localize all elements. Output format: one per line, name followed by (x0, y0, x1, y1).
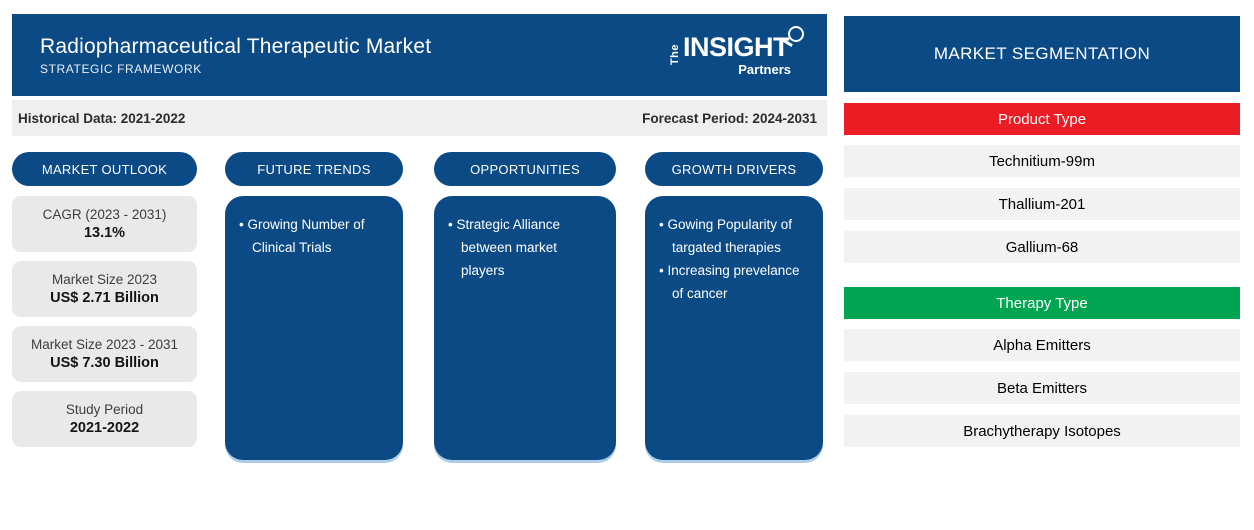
stat-box: Study Period 2021-2022 (12, 391, 197, 447)
bullet-item: Growing Number of Clinical Trials (239, 213, 391, 259)
stat-label: Study Period (65, 402, 144, 417)
segment-item: Gallium-68 (844, 231, 1240, 263)
logo-insight-text: INSIGHT (683, 25, 804, 61)
market-segmentation-panel: MARKET SEGMENTATION Product Type Technit… (844, 16, 1240, 447)
bullet-item: Increasing prevelance of cancer (659, 259, 811, 305)
magnifier-icon (788, 25, 804, 42)
stat-value: US$ 7.30 Billion (50, 355, 159, 371)
opportunities-box: Strategic Alliance between market player… (434, 196, 616, 460)
stat-label: CAGR (2023 - 2031) (42, 207, 167, 222)
product-type-rows: Technitium-99m Thallium-201 Gallium-68 (844, 145, 1240, 263)
logo-column: INSIGHT Partners (683, 25, 804, 77)
bullet-item: Strategic Alliance between market player… (448, 213, 604, 282)
future-trends-header: FUTURE TRENDS (225, 152, 403, 186)
stat-box: Market Size 2023 US$ 2.71 Billion (12, 261, 197, 317)
market-outlook-stats: CAGR (2023 - 2031) 13.1% Market Size 202… (12, 196, 197, 447)
product-type-header: Product Type (844, 103, 1240, 135)
growth-drivers-box: Gowing Popularity of targated therapiesI… (645, 196, 823, 460)
logo-partners-text: Partners (738, 61, 791, 77)
market-segmentation-title: MARKET SEGMENTATION (844, 16, 1240, 92)
logo-the-text: The (668, 44, 681, 66)
segment-item: Technitium-99m (844, 145, 1240, 177)
period-bar: Historical Data: 2021-2022 Forecast Peri… (12, 100, 827, 136)
segment-item: Alpha Emitters (844, 329, 1240, 361)
stat-box: CAGR (2023 - 2031) 13.1% (12, 196, 197, 252)
main-header: Radiopharmaceutical Therapeutic Market S… (12, 14, 827, 96)
growth-drivers-header: GROWTH DRIVERS (645, 152, 823, 186)
stat-box: Market Size 2023 - 2031 US$ 7.30 Billion (12, 326, 197, 382)
stat-label: Market Size 2023 (51, 272, 158, 287)
page-title: Radiopharmaceutical Therapeutic Market (40, 34, 432, 58)
title-block: Radiopharmaceutical Therapeutic Market S… (40, 35, 431, 76)
product-type-group: Product Type Technitium-99m Thallium-201 G… (844, 103, 1240, 263)
forecast-period-label: Forecast Period: 2024-2031 (642, 110, 817, 126)
bullet-item: Gowing Popularity of targated therapies (659, 213, 811, 259)
stat-label: Market Size 2023 - 2031 (30, 337, 179, 352)
segment-item: Beta Emitters (844, 372, 1240, 404)
historical-data-label: Historical Data: 2021-2022 (18, 110, 186, 126)
therapy-type-group: Therapy Type Alpha Emitters Beta Emitters… (844, 287, 1240, 447)
segment-item: Brachytherapy Isotopes (844, 415, 1240, 447)
stat-value: US$ 2.71 Billion (50, 290, 159, 306)
stat-value: 2021-2022 (69, 420, 140, 436)
segment-item: Thallium-201 (844, 188, 1240, 220)
stat-value: 13.1% (83, 225, 126, 241)
market-outlook-header: MARKET OUTLOOK (12, 152, 197, 186)
therapy-type-rows: Alpha Emitters Beta Emitters Brachytherapy… (844, 329, 1240, 447)
insight-partners-logo: The INSIGHT Partners (668, 25, 804, 77)
opportunities-header: OPPORTUNITIES (434, 152, 616, 186)
future-trends-box: Growing Number of Clinical Trials (225, 196, 403, 460)
page-subtitle: STRATEGIC FRAMEWORK (40, 61, 202, 76)
therapy-type-header: Therapy Type (844, 287, 1240, 319)
